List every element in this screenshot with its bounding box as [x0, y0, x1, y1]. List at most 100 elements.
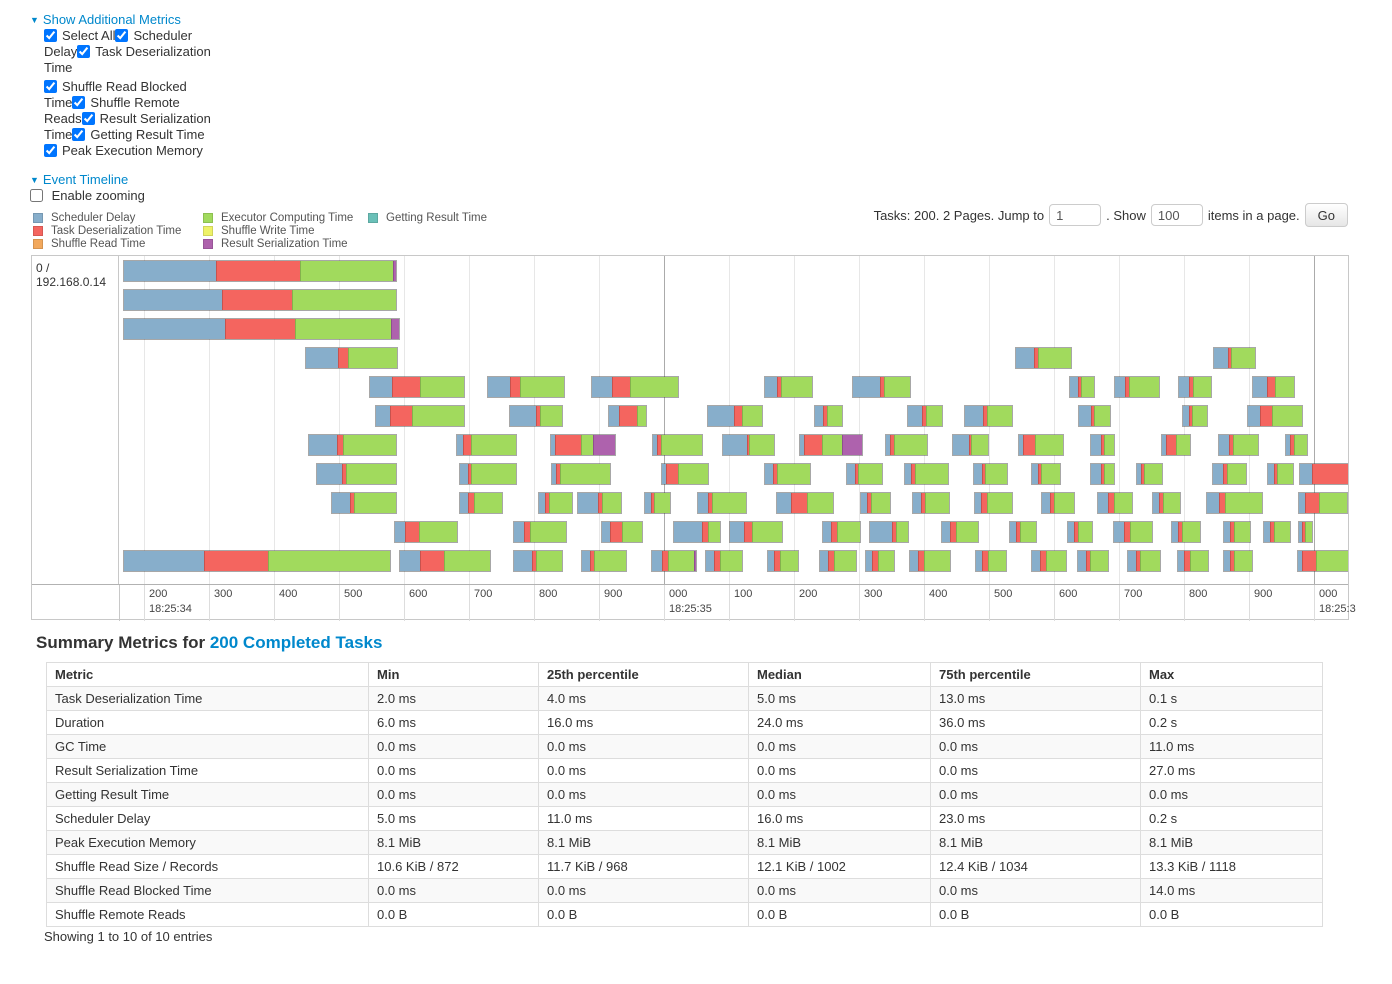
task-bar[interactable]: [722, 434, 775, 456]
task-bar[interactable]: [394, 521, 458, 543]
task-bar[interactable]: [1090, 463, 1115, 485]
task-bar[interactable]: [123, 260, 397, 282]
metric-checkbox[interactable]: [115, 29, 129, 42]
metric-checkbox[interactable]: [72, 128, 86, 141]
task-bar[interactable]: [1114, 376, 1160, 398]
task-bar[interactable]: [729, 521, 783, 543]
task-bar[interactable]: [459, 492, 503, 514]
task-bar[interactable]: [860, 492, 891, 514]
task-bar[interactable]: [509, 405, 563, 427]
task-bar[interactable]: [1213, 347, 1256, 369]
task-bar[interactable]: [1218, 434, 1259, 456]
task-bar[interactable]: [1223, 521, 1251, 543]
task-bar[interactable]: [1136, 463, 1163, 485]
task-bar[interactable]: [1077, 550, 1109, 572]
go-button[interactable]: Go: [1304, 203, 1348, 227]
task-bar[interactable]: [305, 347, 398, 369]
task-bar[interactable]: [885, 434, 928, 456]
task-bar[interactable]: [1041, 492, 1075, 514]
task-bar[interactable]: [974, 492, 1013, 514]
metric-checkbox[interactable]: [44, 80, 57, 93]
event-timeline-toggle[interactable]: ▼ Event Timeline: [30, 172, 128, 187]
enable-zooming-checkbox[interactable]: [30, 189, 43, 202]
metric-checkbox-item[interactable]: Scheduler Delay: [44, 28, 192, 59]
event-timeline-link[interactable]: Event Timeline: [42, 172, 129, 187]
task-bar[interactable]: [456, 434, 517, 456]
task-bar[interactable]: [399, 550, 491, 572]
task-bar[interactable]: [123, 289, 397, 311]
task-bar[interactable]: [1297, 550, 1348, 572]
task-bar[interactable]: [375, 405, 465, 427]
metric-checkbox-item[interactable]: Result Serialization Time: [44, 111, 211, 142]
task-bar[interactable]: [369, 376, 465, 398]
task-bar[interactable]: [1298, 492, 1348, 514]
task-bar[interactable]: [459, 463, 517, 485]
task-bar[interactable]: [1252, 376, 1295, 398]
show-additional-metrics-link[interactable]: Show Additional Metrics: [42, 12, 181, 27]
task-bar[interactable]: [651, 550, 697, 572]
task-bar[interactable]: [909, 550, 951, 572]
task-bar[interactable]: [1067, 521, 1093, 543]
task-bar[interactable]: [1031, 463, 1061, 485]
task-bar[interactable]: [1152, 492, 1181, 514]
task-bar[interactable]: [331, 492, 397, 514]
task-bar[interactable]: [1069, 376, 1095, 398]
task-bar[interactable]: [941, 521, 979, 543]
task-bar[interactable]: [513, 521, 567, 543]
task-bar[interactable]: [1182, 405, 1208, 427]
task-bar[interactable]: [581, 550, 627, 572]
metric-checkbox[interactable]: [44, 29, 57, 42]
metric-checkbox-item[interactable]: Peak Execution Memory: [44, 143, 203, 158]
metric-checkbox-item[interactable]: Shuffle Read Blocked Time: [44, 79, 187, 110]
task-bar[interactable]: [1177, 550, 1209, 572]
task-bar[interactable]: [705, 550, 743, 572]
task-bar[interactable]: [1247, 405, 1303, 427]
task-bar[interactable]: [1171, 521, 1201, 543]
task-bar[interactable]: [1267, 463, 1294, 485]
task-bar[interactable]: [1015, 347, 1072, 369]
task-bar[interactable]: [707, 405, 763, 427]
task-bar[interactable]: [1285, 434, 1308, 456]
task-bar[interactable]: [513, 550, 563, 572]
task-bar[interactable]: [644, 492, 671, 514]
task-bar[interactable]: [1161, 434, 1191, 456]
task-bar[interactable]: [1206, 492, 1263, 514]
task-bar[interactable]: [1113, 521, 1153, 543]
task-bar[interactable]: [1078, 405, 1111, 427]
jump-to-page-input[interactable]: [1049, 204, 1102, 226]
task-bar[interactable]: [764, 463, 811, 485]
task-bar[interactable]: [975, 550, 1007, 572]
task-bar[interactable]: [661, 463, 709, 485]
task-bar[interactable]: [673, 521, 721, 543]
task-bar[interactable]: [912, 492, 950, 514]
task-bar[interactable]: [123, 318, 400, 340]
enable-zooming-checkbox-item[interactable]: Enable zooming: [30, 188, 145, 203]
task-bar[interactable]: [819, 550, 857, 572]
task-bar[interactable]: [764, 376, 813, 398]
task-bar[interactable]: [1298, 521, 1313, 543]
metric-checkbox[interactable]: [77, 45, 91, 58]
task-bar[interactable]: [904, 463, 949, 485]
task-bar[interactable]: [852, 376, 911, 398]
task-bar[interactable]: [952, 434, 989, 456]
task-bar[interactable]: [538, 492, 573, 514]
task-bar[interactable]: [123, 550, 391, 572]
task-bar[interactable]: [1178, 376, 1212, 398]
task-bar[interactable]: [550, 434, 616, 456]
task-bar[interactable]: [1090, 434, 1115, 456]
metric-checkbox-item[interactable]: Task Deserialization: [77, 44, 211, 59]
task-bar[interactable]: [1299, 463, 1348, 485]
metric-checkbox-item[interactable]: Shuffle Remote Reads: [44, 95, 180, 126]
task-bar[interactable]: [776, 492, 834, 514]
task-bar[interactable]: [551, 463, 611, 485]
show-additional-metrics-toggle[interactable]: ▼ Show Additional Metrics: [30, 12, 181, 27]
task-bar[interactable]: [487, 376, 565, 398]
task-bar[interactable]: [846, 463, 883, 485]
metric-checkbox[interactable]: [81, 112, 95, 125]
task-bar[interactable]: [1018, 434, 1064, 456]
metric-checkbox-item[interactable]: Getting Result Time: [72, 127, 205, 142]
metric-checkbox-item[interactable]: Select All: [44, 28, 115, 43]
metric-checkbox[interactable]: [72, 96, 86, 109]
task-bar[interactable]: [907, 405, 943, 427]
task-bar[interactable]: [964, 405, 1013, 427]
